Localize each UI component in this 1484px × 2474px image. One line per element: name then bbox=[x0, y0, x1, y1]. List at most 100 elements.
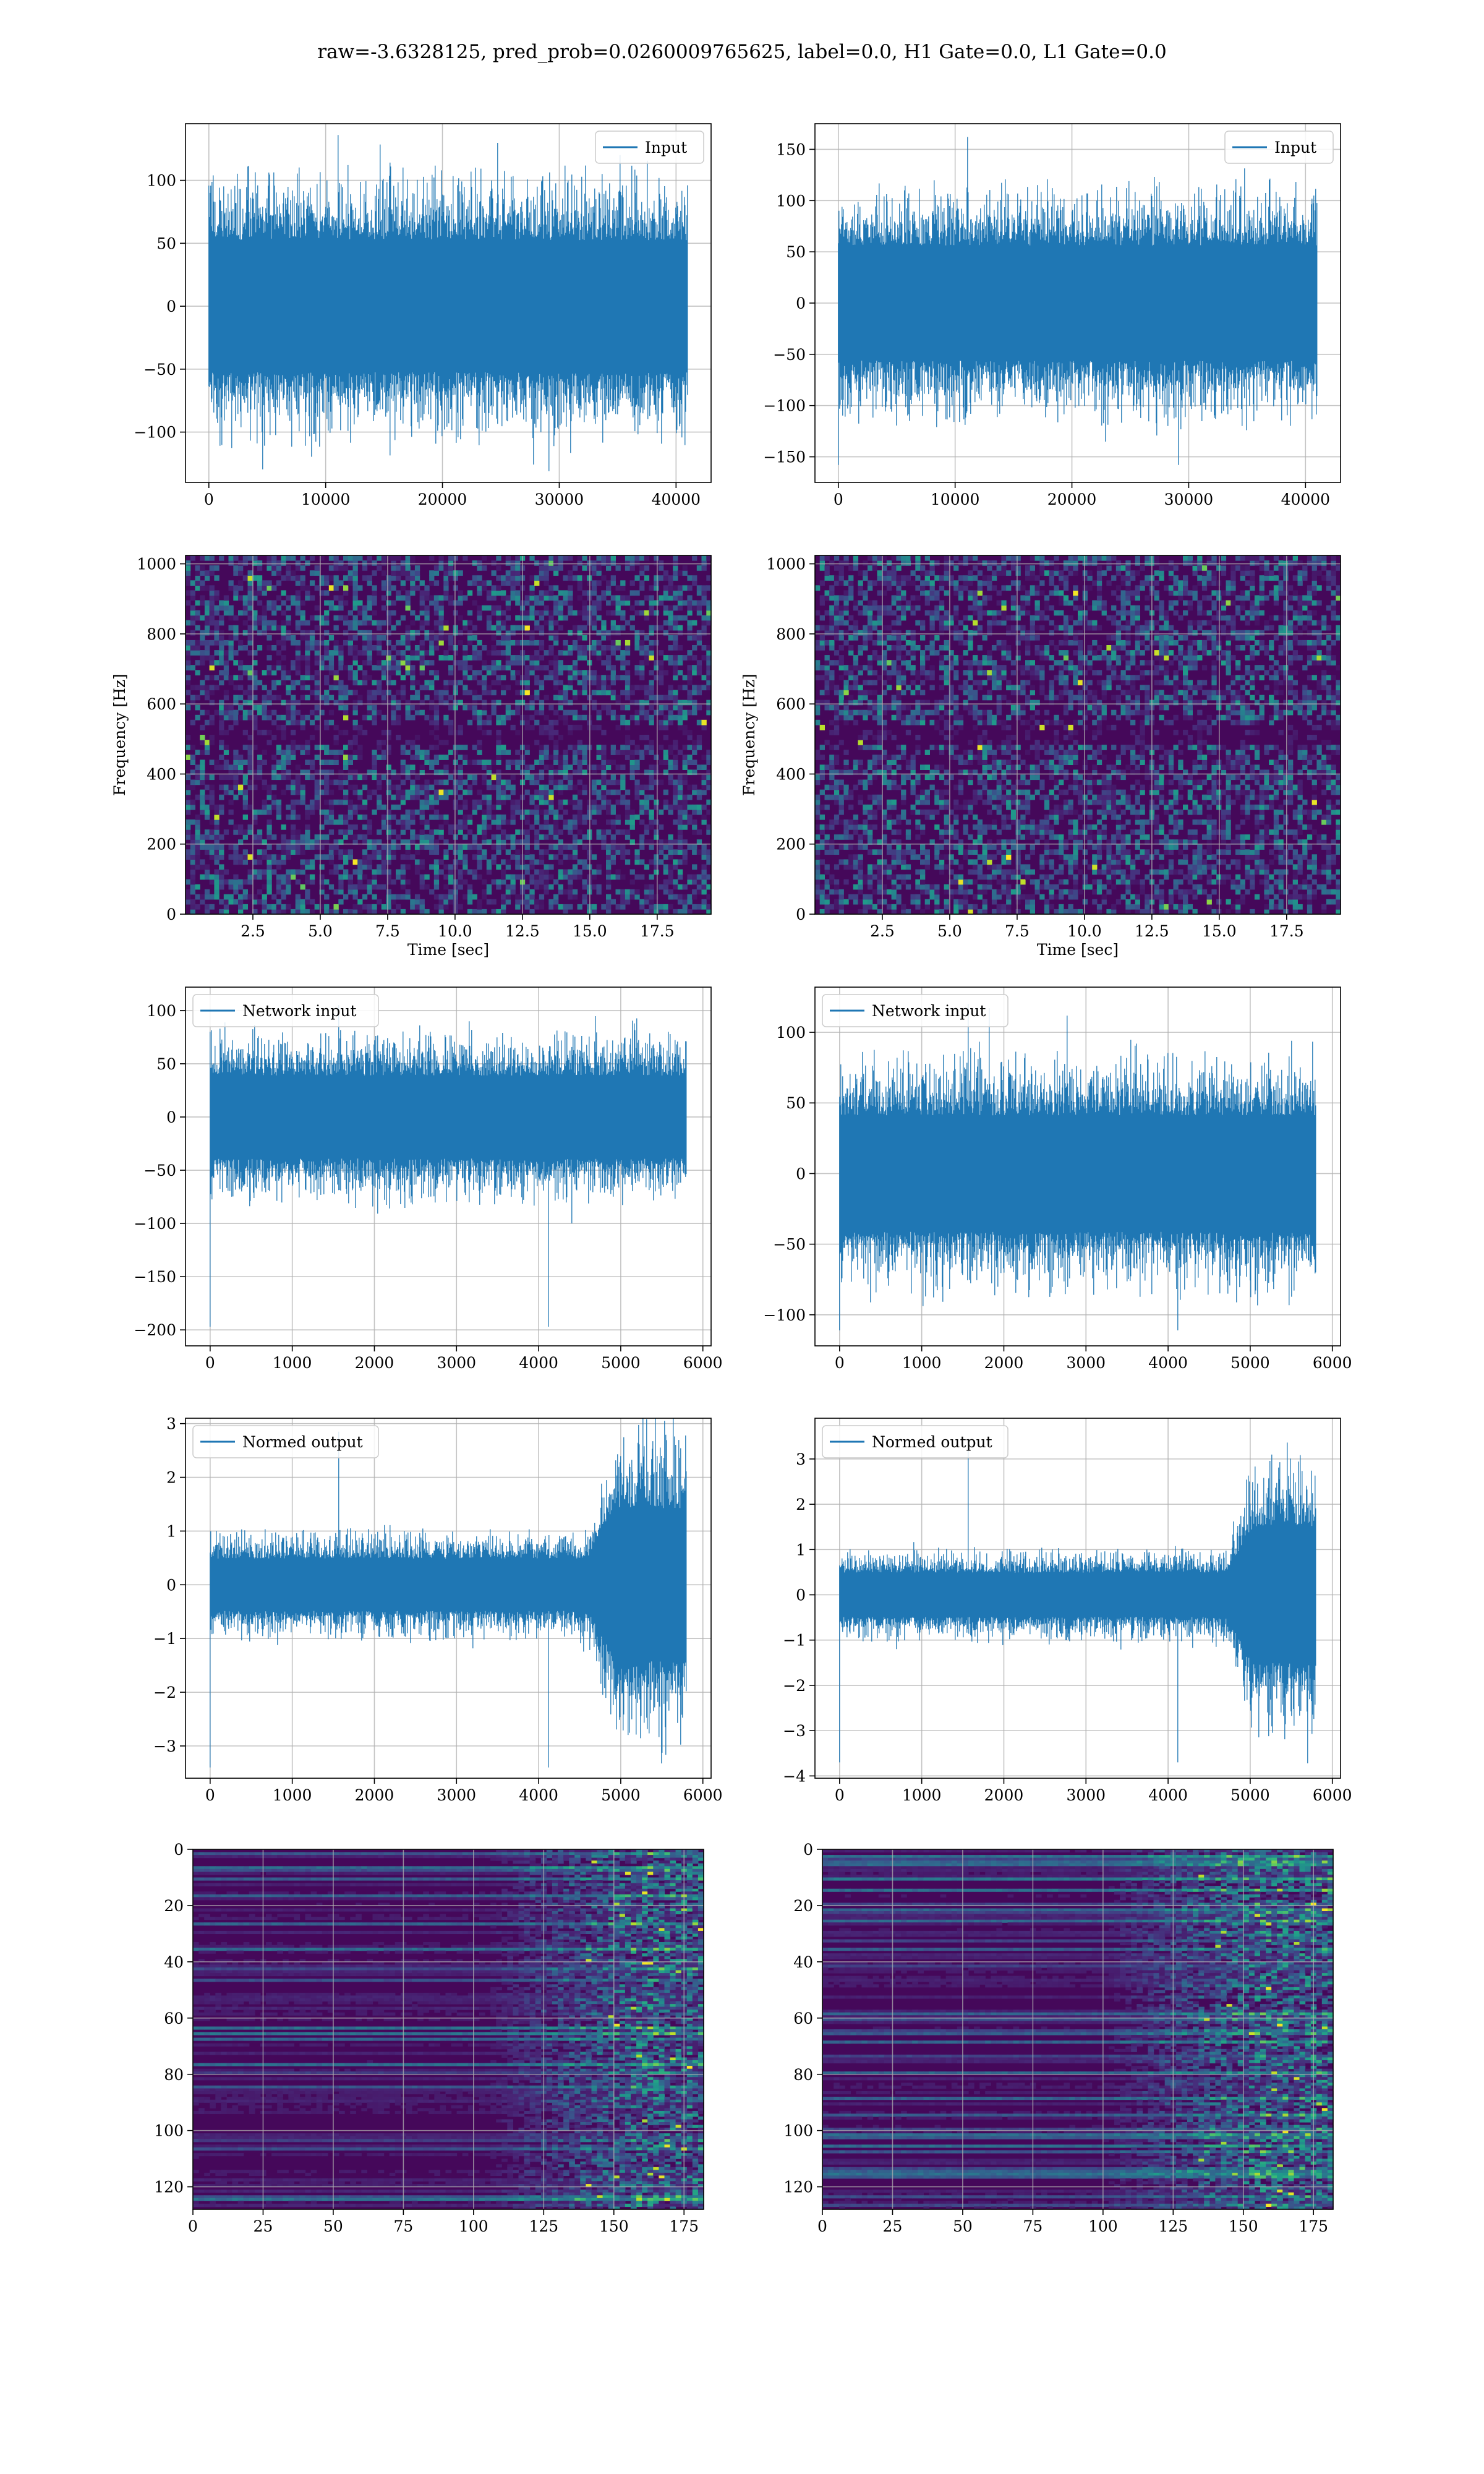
x-tick-label: 3000 bbox=[437, 1786, 476, 1804]
y-tick-label: −1 bbox=[153, 1630, 176, 1648]
x-tick-label: 175 bbox=[669, 2217, 699, 2235]
y-tick-label: 120 bbox=[154, 2178, 184, 2196]
x-tick-label: 6000 bbox=[683, 1786, 723, 1804]
x-tick-label: 0 bbox=[835, 1786, 845, 1804]
x-tick-label: 25 bbox=[883, 2217, 903, 2235]
x-tick-label: 175 bbox=[1298, 2217, 1328, 2235]
legend: Network input bbox=[193, 995, 378, 1027]
x-tick-label: 0 bbox=[835, 1354, 845, 1372]
signal-trace bbox=[210, 1408, 686, 1768]
y-tick-label: 800 bbox=[776, 625, 806, 643]
x-tick-label: 75 bbox=[1023, 2217, 1043, 2235]
series-row1-left bbox=[209, 135, 688, 471]
y-tick-label: 80 bbox=[793, 2066, 813, 2084]
y-tick-label: 40 bbox=[164, 1953, 184, 1971]
y-tick-label: 100 bbox=[783, 2122, 813, 2140]
y-tick-label: 0 bbox=[166, 297, 176, 315]
y-tick-label: 100 bbox=[147, 1002, 176, 1020]
y-tick-label: 1000 bbox=[137, 555, 176, 573]
y-axis-label: Frequency [Hz] bbox=[740, 674, 758, 796]
x-tick-label: 3000 bbox=[437, 1354, 476, 1372]
y-tick-label: 0 bbox=[796, 1165, 806, 1183]
y-tick-label: 2 bbox=[166, 1469, 176, 1487]
legend: Network input bbox=[822, 995, 1008, 1027]
x-tick-label: 3000 bbox=[1066, 1354, 1106, 1372]
y-tick-label: −100 bbox=[134, 1215, 176, 1233]
y-tick-label: 60 bbox=[164, 2010, 184, 2027]
x-tick-label: 5.0 bbox=[308, 922, 333, 940]
y-tick-label: 60 bbox=[793, 2010, 813, 2027]
legend: Normed output bbox=[822, 1426, 1008, 1458]
y-tick-label: −4 bbox=[783, 1767, 806, 1785]
x-tick-label: 2.5 bbox=[241, 922, 265, 940]
y-tick-label: 2 bbox=[796, 1496, 806, 1513]
x-tick-label: 3000 bbox=[1066, 1786, 1106, 1804]
heatmap-row2-right bbox=[815, 555, 1341, 915]
x-tick-label: 30000 bbox=[1164, 490, 1214, 508]
y-tick-label: −2 bbox=[153, 1684, 176, 1701]
x-tick-label: 0 bbox=[834, 490, 843, 508]
y-tick-label: 40 bbox=[793, 1953, 813, 1971]
x-tick-label: 0 bbox=[188, 2217, 198, 2235]
y-tick-label: −1 bbox=[783, 1632, 806, 1650]
y-tick-label: −100 bbox=[134, 424, 176, 442]
x-tick-label: 2000 bbox=[984, 1354, 1024, 1372]
x-tick-label: 100 bbox=[1088, 2217, 1118, 2235]
legend-label: Input bbox=[645, 139, 687, 156]
y-tick-label: −3 bbox=[783, 1722, 806, 1740]
legend: Input bbox=[595, 131, 704, 163]
y-tick-label: 0 bbox=[803, 1841, 813, 1859]
x-tick-label: 2.5 bbox=[870, 922, 895, 940]
x-tick-label: 17.5 bbox=[640, 922, 675, 940]
y-tick-label: 0 bbox=[796, 1586, 806, 1604]
y-tick-label: 3 bbox=[796, 1450, 806, 1468]
x-tick-label: 10.0 bbox=[438, 922, 472, 940]
x-tick-label: 4000 bbox=[519, 1786, 558, 1804]
x-tick-label: 2000 bbox=[355, 1354, 394, 1372]
x-tick-label: 12.5 bbox=[505, 922, 540, 940]
y-tick-label: 600 bbox=[776, 695, 806, 713]
y-tick-label: 0 bbox=[796, 905, 806, 923]
y-tick-label: 0 bbox=[796, 294, 806, 312]
y-tick-label: 1 bbox=[166, 1522, 176, 1540]
x-tick-label: 100 bbox=[459, 2217, 488, 2235]
series-row1-right bbox=[838, 137, 1317, 465]
y-tick-label: 100 bbox=[147, 172, 176, 190]
x-tick-label: 2000 bbox=[355, 1786, 394, 1804]
x-tick-label: 20000 bbox=[418, 490, 467, 508]
y-tick-label: 100 bbox=[776, 1024, 806, 1042]
x-tick-label: 150 bbox=[1229, 2217, 1258, 2235]
y-tick-label: 3 bbox=[166, 1415, 176, 1433]
x-tick-label: 5000 bbox=[601, 1354, 641, 1372]
y-tick-label: 50 bbox=[156, 234, 176, 252]
y-tick-label: −50 bbox=[773, 1236, 806, 1254]
x-tick-label: 12.5 bbox=[1135, 922, 1169, 940]
legend: Input bbox=[1225, 131, 1333, 163]
x-tick-label: 50 bbox=[323, 2217, 343, 2235]
y-tick-label: 100 bbox=[154, 2122, 184, 2140]
x-tick-label: 10000 bbox=[301, 490, 351, 508]
y-tick-label: −3 bbox=[153, 1737, 176, 1755]
x-tick-label: 17.5 bbox=[1269, 922, 1304, 940]
y-tick-label: 200 bbox=[147, 836, 176, 854]
series-row3-right bbox=[840, 1004, 1316, 1330]
legend-label: Normed output bbox=[872, 1433, 992, 1451]
x-tick-label: 6000 bbox=[1313, 1354, 1352, 1372]
y-axis-label: Frequency [Hz] bbox=[111, 674, 129, 796]
x-tick-label: 75 bbox=[393, 2217, 413, 2235]
x-tick-label: 6000 bbox=[1313, 1786, 1352, 1804]
y-tick-label: 400 bbox=[776, 765, 806, 783]
x-tick-label: 15.0 bbox=[573, 922, 607, 940]
y-tick-label: 0 bbox=[166, 1576, 176, 1594]
x-tick-label: 0 bbox=[817, 2217, 827, 2235]
y-tick-label: 50 bbox=[156, 1055, 176, 1073]
x-tick-label: 4000 bbox=[1148, 1354, 1188, 1372]
y-tick-label: 1000 bbox=[766, 555, 806, 573]
signal-trace bbox=[838, 137, 1317, 465]
x-tick-label: 50 bbox=[953, 2217, 973, 2235]
x-tick-label: 150 bbox=[599, 2217, 629, 2235]
signal-trace bbox=[840, 1004, 1316, 1330]
y-tick-label: 200 bbox=[776, 836, 806, 854]
x-tick-label: 25 bbox=[254, 2217, 273, 2235]
x-tick-label: 30000 bbox=[535, 490, 584, 508]
